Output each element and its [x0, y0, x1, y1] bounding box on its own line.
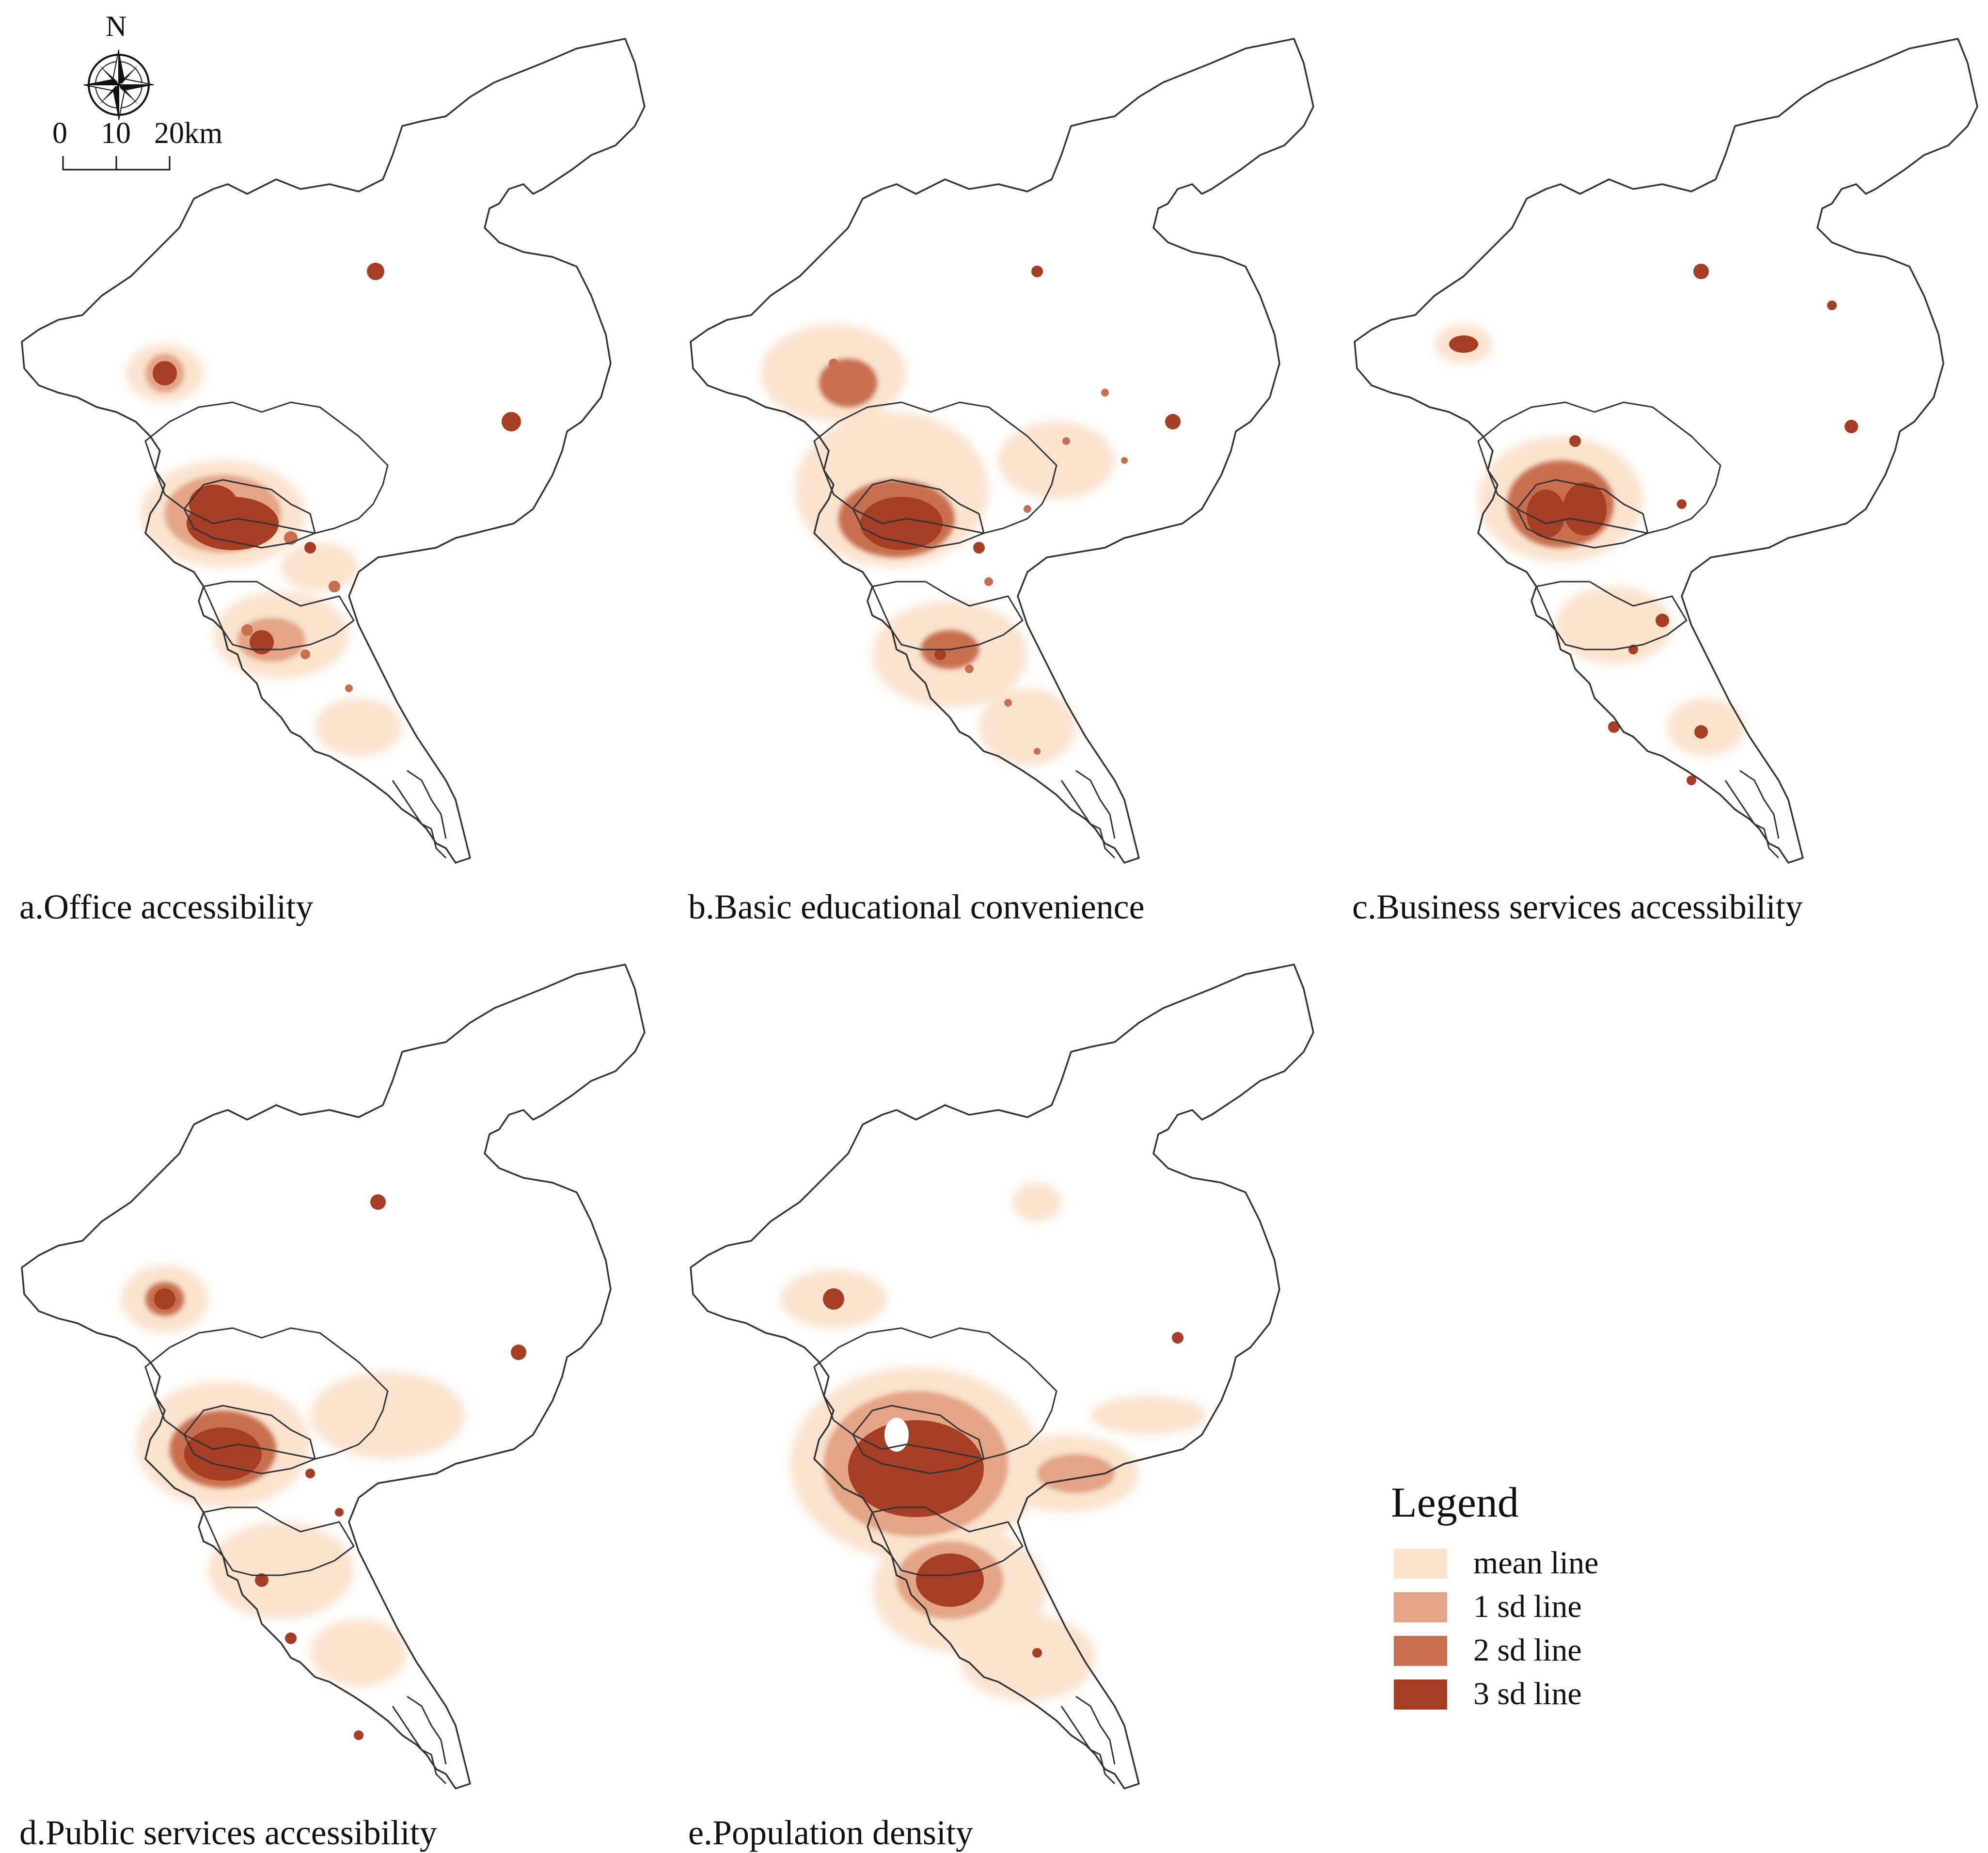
legend-item-1-sd-line: 1 sd line	[1391, 1585, 1730, 1629]
legend-swatch	[1394, 1549, 1447, 1579]
scale-label-20: 20km	[154, 117, 223, 150]
hotspots	[780, 1183, 1207, 1701]
panel-caption: a.Office accessibility	[19, 887, 314, 926]
legend-swatch	[1394, 1679, 1447, 1710]
scale-label-0: 0	[52, 117, 67, 150]
legend-item-3-sd-line: 3 sd line	[1391, 1673, 1730, 1716]
map-panel-basic-educational-convenience: b.Basic educational convenience	[688, 24, 1318, 926]
panel-caption: c.Business services accessibility	[1352, 887, 1803, 926]
legend-swatch	[1394, 1636, 1447, 1666]
panel-caption: e.Population density	[688, 1813, 973, 1852]
scale-bar-line	[62, 156, 171, 171]
public-services-accessibility-map	[21, 964, 646, 1790]
map-panel-public-services-accessibility: d.Public services accessibility	[19, 950, 649, 1852]
legend-label: 2 sd line	[1473, 1632, 1582, 1668]
hotspots	[121, 1194, 526, 1740]
basic-educational-convenience-map	[690, 38, 1314, 864]
legend-item-mean-line: mean line	[1391, 1542, 1730, 1585]
hotspots	[761, 266, 1181, 766]
legend-label: 3 sd line	[1473, 1676, 1582, 1711]
region-boundary	[1354, 38, 1978, 864]
compass-rose-icon	[83, 49, 154, 120]
legend-title: Legend	[1391, 1479, 1519, 1526]
legend-label: mean line	[1473, 1545, 1599, 1581]
scale-label-10: 10	[101, 117, 131, 150]
map-panel-business-services-accessibility: c.Business services accessibility	[1352, 24, 1982, 926]
legend: Legend mean line 1 sd line 2 sd line 3 s…	[1391, 1478, 1730, 1750]
north-arrow: N	[78, 10, 160, 194]
north-label: N	[106, 10, 127, 42]
legend-label: 1 sd line	[1473, 1589, 1582, 1624]
map-panel-office-accessibility: a.Office accessibility	[19, 24, 649, 926]
map-panel-population-density: e.Population density	[688, 950, 1318, 1852]
panel-caption: d.Public services accessibility	[19, 1813, 437, 1852]
panel-caption: b.Basic educational convenience	[688, 887, 1145, 926]
legend-swatch	[1394, 1592, 1447, 1622]
business-services-accessibility-map	[1354, 38, 1978, 864]
legend-item-2-sd-line: 2 sd line	[1391, 1629, 1730, 1673]
scale-bar: 0 10 20km	[48, 116, 252, 184]
population-density-map	[690, 964, 1314, 1790]
